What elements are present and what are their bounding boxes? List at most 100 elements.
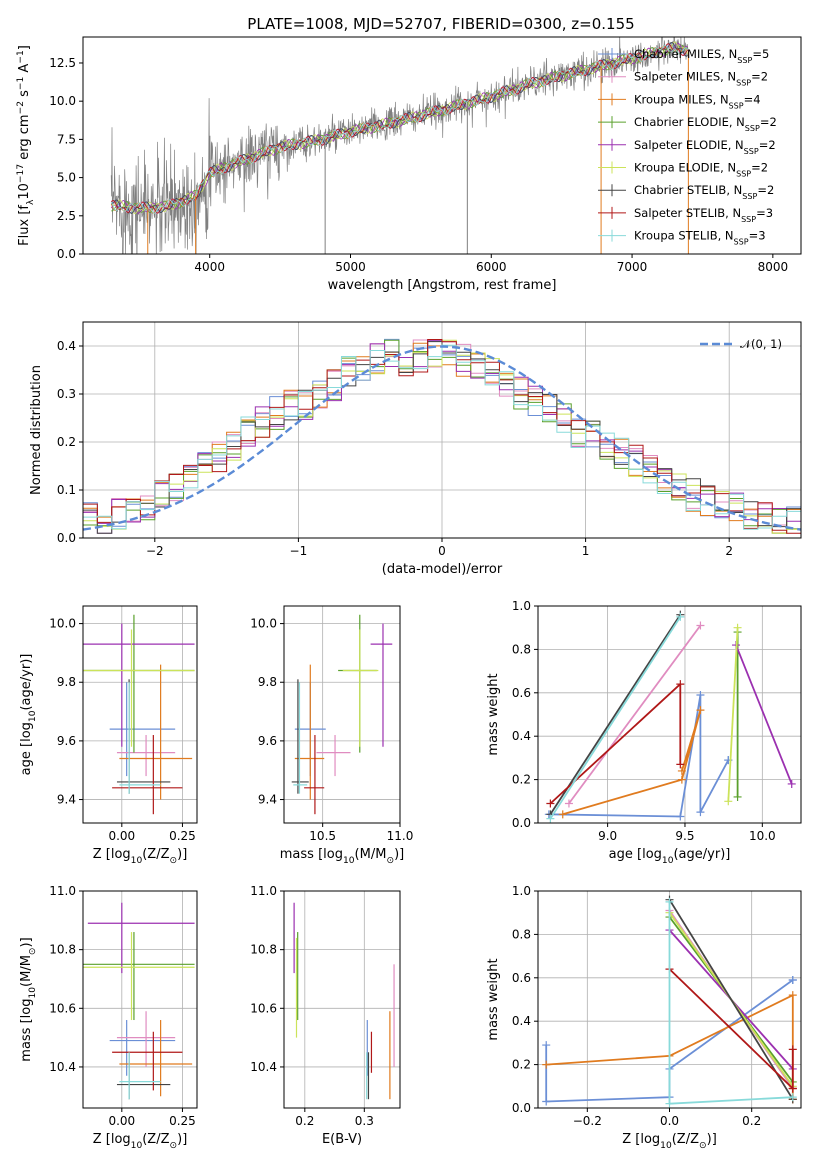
residuals-plot-area xyxy=(83,338,801,538)
weight-marker xyxy=(696,690,705,699)
y-axis-label: Normed distribution xyxy=(29,365,44,495)
y-axis-label: age [log10(age/yr)] xyxy=(19,654,38,776)
weight-line xyxy=(549,614,682,815)
spectrum-legend: Chabrier MILES, NSSP=5 Salpeter MILES, NS… xyxy=(598,47,777,246)
spectrum-model-line xyxy=(110,44,689,214)
weight-marker xyxy=(558,810,567,819)
y-tick-label: 10.0 xyxy=(49,617,76,631)
normal-curve xyxy=(83,345,801,531)
weight-line xyxy=(735,644,793,785)
y-tick-label: 0.4 xyxy=(512,729,531,743)
age-mass-plot-area xyxy=(291,614,393,815)
weight-marker xyxy=(696,706,705,715)
x-tick-label: 0.3 xyxy=(355,1114,374,1128)
weight-marker xyxy=(788,991,797,1000)
y-tick-label: 0.0 xyxy=(57,531,76,545)
y-tick-label: 9.6 xyxy=(258,734,277,748)
weight-marker xyxy=(696,621,705,630)
weight-line xyxy=(562,709,702,816)
legend-entry: Chabrier MILES, NSSP=5 xyxy=(634,47,769,65)
x-axis-label: E(B-V) xyxy=(322,1132,362,1147)
x-tick-label: 0.25 xyxy=(169,829,196,843)
y-axis-label: mass [log10(M/M⊙)] xyxy=(19,937,38,1061)
weight-marker xyxy=(676,812,685,821)
age-Z-plot-area xyxy=(83,614,195,815)
weight-marker xyxy=(676,612,685,621)
y-tick-label: 0.0 xyxy=(57,247,76,261)
x-tick-label: 2 xyxy=(725,544,733,558)
y-tick-label: 0.2 xyxy=(57,435,76,449)
x-tick-label: 9.5 xyxy=(675,829,694,843)
weight-marker xyxy=(546,814,555,823)
age-Z-panel: 0.00 0.25 9.4 9.6 9.8 10.0 Z [log10(Z/Z⊙)] age … xyxy=(19,605,198,866)
age-mass-panel: 10.5 11.0 9.4 9.6 9.8 10.0 mass [log10(M/M⊙)] xyxy=(250,605,413,866)
x-tick-label: 10.0 xyxy=(749,829,776,843)
age-Z-frame xyxy=(82,605,198,824)
residual-legend: 𝒩(0, 1) xyxy=(700,337,782,351)
weight-marker xyxy=(542,1060,551,1069)
weight-line xyxy=(549,616,682,820)
weight-marker xyxy=(733,623,742,632)
mass-ebv-panel: 0.2 0.3 10.4 10.6 10.8 11.0 E(B-V) xyxy=(250,884,401,1147)
weight-marker xyxy=(665,897,674,906)
figure-title: PLATE=1008, MJD=52707, FIBERID=0300, z=0… xyxy=(247,15,634,33)
y-axis-label: Flux [fλ10−17 erg cm−2 s−1 A−1] xyxy=(16,45,36,246)
y-tick-label: 9.8 xyxy=(258,675,277,689)
y-tick-label: 9.8 xyxy=(57,675,76,689)
y-tick-label: 10.4 xyxy=(49,1060,76,1074)
weight-line xyxy=(568,624,702,805)
x-tick-label: 8000 xyxy=(758,260,789,274)
weight-marker xyxy=(564,799,573,808)
spectrum-frame xyxy=(82,36,802,255)
weight-line xyxy=(668,899,794,1100)
x-tick-label: −1 xyxy=(290,544,308,558)
weight-line xyxy=(668,968,794,1090)
x-tick-label: 0.25 xyxy=(169,1114,196,1128)
residual-histogram xyxy=(83,344,801,538)
legend-entry: Kroupa STELIB, NSSP=3 xyxy=(634,229,766,247)
legend-entry: Kroupa MILES, NSSP=4 xyxy=(634,92,761,110)
y-tick-label: 0.3 xyxy=(57,387,76,401)
y-tick-label: 10.0 xyxy=(250,617,277,631)
y-tick-label: 0.2 xyxy=(512,773,531,787)
x-tick-label: 0 xyxy=(438,544,446,558)
legend-entry: Chabrier STELIB, NSSP=2 xyxy=(634,183,774,201)
y-tick-label: 0.6 xyxy=(512,686,531,700)
x-axis-label: mass [log10(M/M⊙)] xyxy=(280,847,404,866)
legend-entry: Salpeter MILES, NSSP=2 xyxy=(634,70,768,88)
x-axis-label: (data-model)/error xyxy=(382,562,503,577)
spectrum-plot-area xyxy=(110,37,689,254)
weight-marker xyxy=(676,760,685,769)
x-tick-label: 10.5 xyxy=(309,829,336,843)
spectrum-model-line xyxy=(111,41,689,215)
spectrum-panel: 4000 5000 6000 7000 8000 0.0 2.5 5.0 7.5 10.0 12.5… xyxy=(16,36,802,293)
y-tick-label: 10.6 xyxy=(250,1001,277,1015)
y-tick-label: 0.6 xyxy=(512,971,531,985)
weight-marker xyxy=(788,1084,797,1093)
y-tick-label: 10.0 xyxy=(49,94,76,108)
legend-entry: Kroupa ELODIE, NSSP=2 xyxy=(634,161,768,179)
y-tick-label: 0.4 xyxy=(512,1014,531,1028)
x-axis-label: wavelength [Angstrom, rest frame] xyxy=(328,278,557,293)
y-tick-label: 9.4 xyxy=(57,793,76,807)
x-tick-label: 7000 xyxy=(617,260,648,274)
x-tick-label: −2 xyxy=(146,544,164,558)
y-tick-label: 10.8 xyxy=(49,943,76,957)
y-tick-label: 5.0 xyxy=(57,171,76,185)
weight-age-frame xyxy=(537,605,802,824)
y-axis-label: mass weight xyxy=(486,958,501,1040)
y-tick-label: 12.5 xyxy=(49,56,76,70)
age-mass-frame xyxy=(283,605,401,824)
y-tick-label: 11.0 xyxy=(49,884,76,898)
weight-age-plot-area xyxy=(544,610,796,823)
weight-marker xyxy=(676,680,685,689)
x-tick-label: 6000 xyxy=(476,260,507,274)
y-tick-label: 7.5 xyxy=(57,132,76,146)
weight-marker xyxy=(546,799,555,808)
x-tick-label: 4000 xyxy=(194,260,225,274)
x-tick-label: 0.00 xyxy=(108,829,135,843)
y-tick-label: 10.8 xyxy=(250,943,277,957)
y-tick-label: 9.4 xyxy=(258,793,277,807)
y-tick-label: 0.2 xyxy=(512,1058,531,1072)
legend-entry: 𝒩(0, 1) xyxy=(740,337,782,351)
